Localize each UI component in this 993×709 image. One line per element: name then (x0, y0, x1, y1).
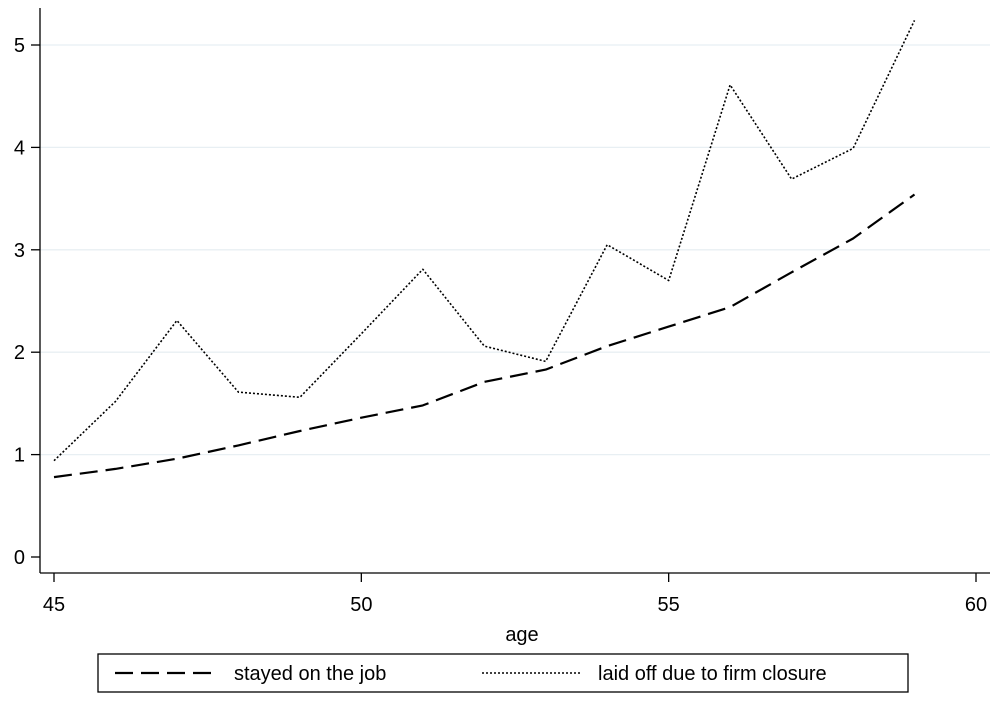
x-tick-label-50: 50 (350, 594, 372, 616)
y-tick-label-3: 3 (14, 240, 25, 262)
legend-label-stayed-on-the-job: stayed on the job (234, 663, 386, 685)
legend-label-laid-off-due-to-firm-closure: laid off due to firm closure (598, 663, 827, 685)
y-tick-label-1: 1 (14, 445, 25, 467)
y-tick-label-2: 2 (14, 342, 25, 364)
x-tick-label-45: 45 (43, 594, 65, 616)
series-lines (53, 20, 916, 479)
legend-box (97, 653, 909, 693)
x-axis-title: age (505, 624, 538, 646)
gridlines (40, 44, 990, 456)
x-tick-label-55: 55 (658, 594, 680, 616)
y-tick-label-0: 0 (14, 547, 25, 569)
series-line-stayed-on-the-job (53, 193, 916, 479)
series-line-laid-off-due-to-firm-closure (53, 20, 916, 462)
y-tick-label-4: 4 (14, 137, 25, 159)
axes (31, 8, 990, 582)
y-tick-label-5: 5 (14, 35, 25, 57)
x-tick-label-60: 60 (965, 594, 987, 616)
legend: stayed on the job laid off due to firm c… (97, 653, 909, 693)
